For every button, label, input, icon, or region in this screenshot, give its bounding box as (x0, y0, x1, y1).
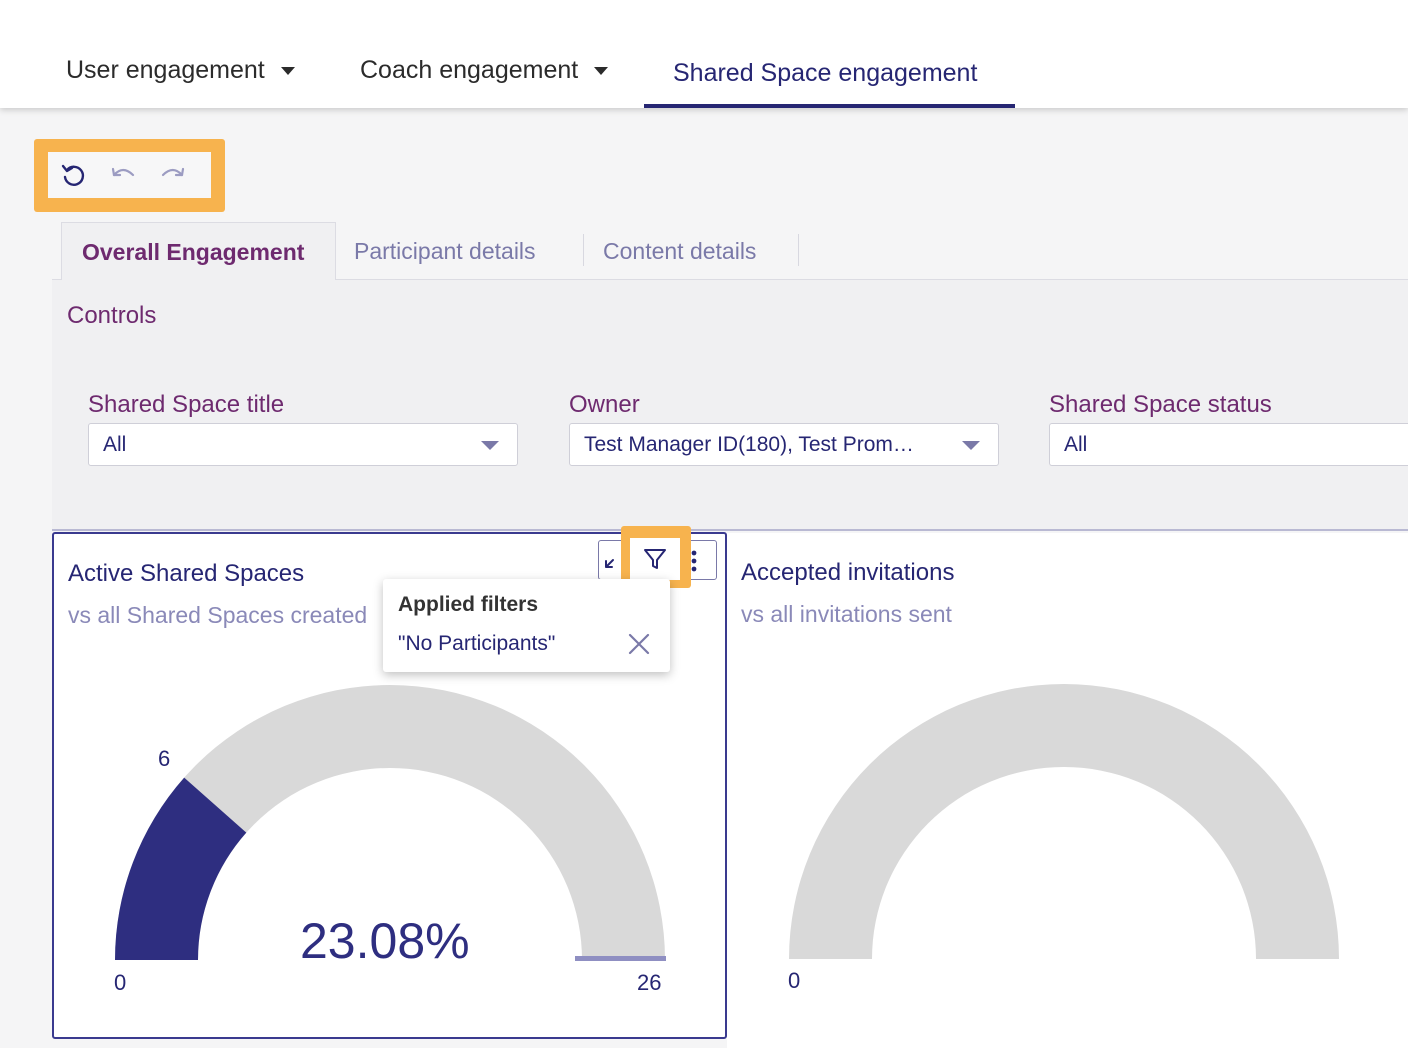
tab-overall-engagement[interactable]: Overall Engagement (61, 222, 336, 281)
accepted-invitations-card[interactable]: Accepted invitations vs all invitations … (727, 533, 1408, 1048)
nav-tab-label: User engagement (66, 56, 265, 84)
active-tab-indicator (644, 104, 1015, 108)
more-options-button[interactable] (681, 541, 707, 581)
card-subtitle: vs all Shared Spaces created (68, 602, 368, 628)
tab-content-details[interactable]: Content details (603, 237, 757, 264)
redo-icon (161, 167, 185, 177)
applied-filters-popover: Applied filters "No Participants" (383, 579, 670, 672)
dropdown-arrow-icon (481, 441, 499, 450)
tab-participant-details[interactable]: Participant details (354, 237, 536, 264)
caret-down-icon (594, 66, 609, 75)
applied-filter-item: "No Participants" (398, 632, 556, 655)
top-navigation: User engagement Coach engagement Shared … (0, 0, 1408, 108)
close-icon[interactable] (626, 631, 652, 657)
card-title: Accepted invitations (741, 559, 955, 586)
popover-title: Applied filters (398, 593, 539, 616)
undo-toolbar (48, 152, 211, 198)
filter-button[interactable] (630, 538, 680, 580)
controls-title: Controls (67, 302, 157, 329)
tab-separator (583, 234, 584, 266)
sheet-tabs: Overall Engagement Participant details C… (52, 222, 1408, 281)
shared-space-status-label: Shared Space status (1049, 391, 1272, 418)
nav-tab-label: Coach engagement (360, 56, 579, 84)
shared-space-title-label: Shared Space title (88, 391, 285, 418)
gauge-fill (115, 777, 247, 960)
gauge-track (789, 684, 1339, 959)
undo-icon (111, 167, 135, 177)
filter-icon (644, 549, 666, 569)
nav-tab-label: Shared Space engagement (673, 59, 978, 87)
gauge-max-marker (575, 956, 666, 961)
select-value: Test Manager ID(180), Test Prom… (584, 432, 914, 456)
undo-button[interactable] (98, 152, 148, 198)
expand-icon (605, 559, 614, 568)
gauge-chart (115, 685, 666, 961)
nav-tab-shared-space-engagement[interactable]: Shared Space engagement (673, 59, 977, 88)
dropdown-arrow-icon (962, 441, 980, 450)
owner-select[interactable]: Test Manager ID(180), Test Prom… (569, 423, 999, 466)
reset-icon (61, 164, 85, 186)
more-vertical-icon (691, 550, 697, 572)
expand-button[interactable] (599, 541, 625, 581)
select-value: All (1064, 432, 1088, 456)
gauge-percent: 23.08% (300, 913, 470, 969)
card-subtitle: vs all invitations sent (741, 601, 952, 627)
shared-space-status-select[interactable]: All (1049, 423, 1408, 466)
select-value: All (103, 432, 127, 456)
gauge-min-label: 0 (114, 970, 127, 995)
redo-button[interactable] (148, 152, 198, 198)
owner-label: Owner (569, 391, 640, 418)
card-title: Active Shared Spaces (68, 560, 305, 587)
gauge-min-label: 0 (788, 968, 801, 993)
shared-space-title-select[interactable]: All (88, 423, 518, 466)
gauge-chart (789, 684, 1339, 959)
controls-panel: Controls Shared Space title All Owner Te… (52, 280, 1408, 531)
nav-tab-user-engagement[interactable]: User engagement (66, 56, 295, 85)
nav-tab-coach-engagement[interactable]: Coach engagement (360, 56, 609, 85)
gauge-value-label: 6 (158, 746, 171, 771)
gauge-track (115, 685, 665, 960)
caret-down-icon (280, 66, 295, 75)
reset-button[interactable] (48, 152, 98, 198)
gauge-max-label: 26 (637, 970, 662, 995)
tab-separator (798, 234, 799, 266)
